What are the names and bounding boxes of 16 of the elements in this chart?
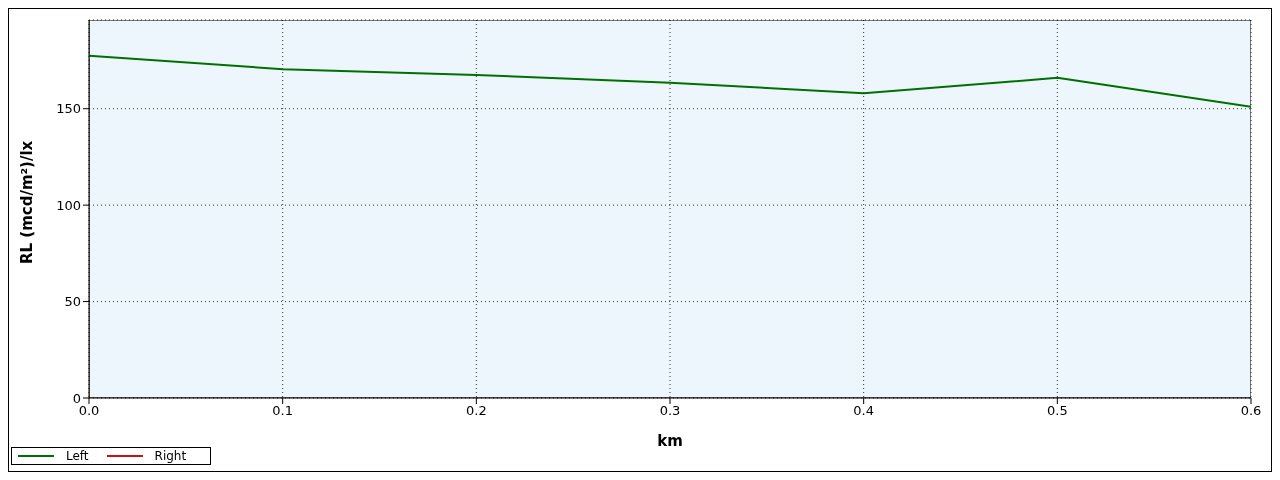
x-tick-label: 0.5 [1046, 403, 1068, 419]
legend-label: Right [154, 449, 187, 463]
y-tick-label: 50 [64, 294, 81, 310]
line-series [89, 54, 1251, 108]
y-tick-label: 150 [56, 101, 81, 117]
y-tick-label: 0 [72, 390, 81, 406]
x-tick-label: 0.1 [272, 403, 294, 419]
x-tick-label: 0.0 [78, 403, 100, 419]
y-axis-title: RL (mcd/m²)/lx [18, 140, 37, 264]
legend-label: Left [66, 449, 89, 463]
x-tick-label: 0.6 [1240, 403, 1262, 419]
x-tick-label: 0.2 [465, 403, 487, 419]
x-axis-title: km [657, 432, 683, 450]
y-tick-label: 100 [56, 197, 81, 213]
x-tick-label: 0.4 [853, 403, 875, 419]
x-tick-label: 0.3 [659, 403, 681, 419]
